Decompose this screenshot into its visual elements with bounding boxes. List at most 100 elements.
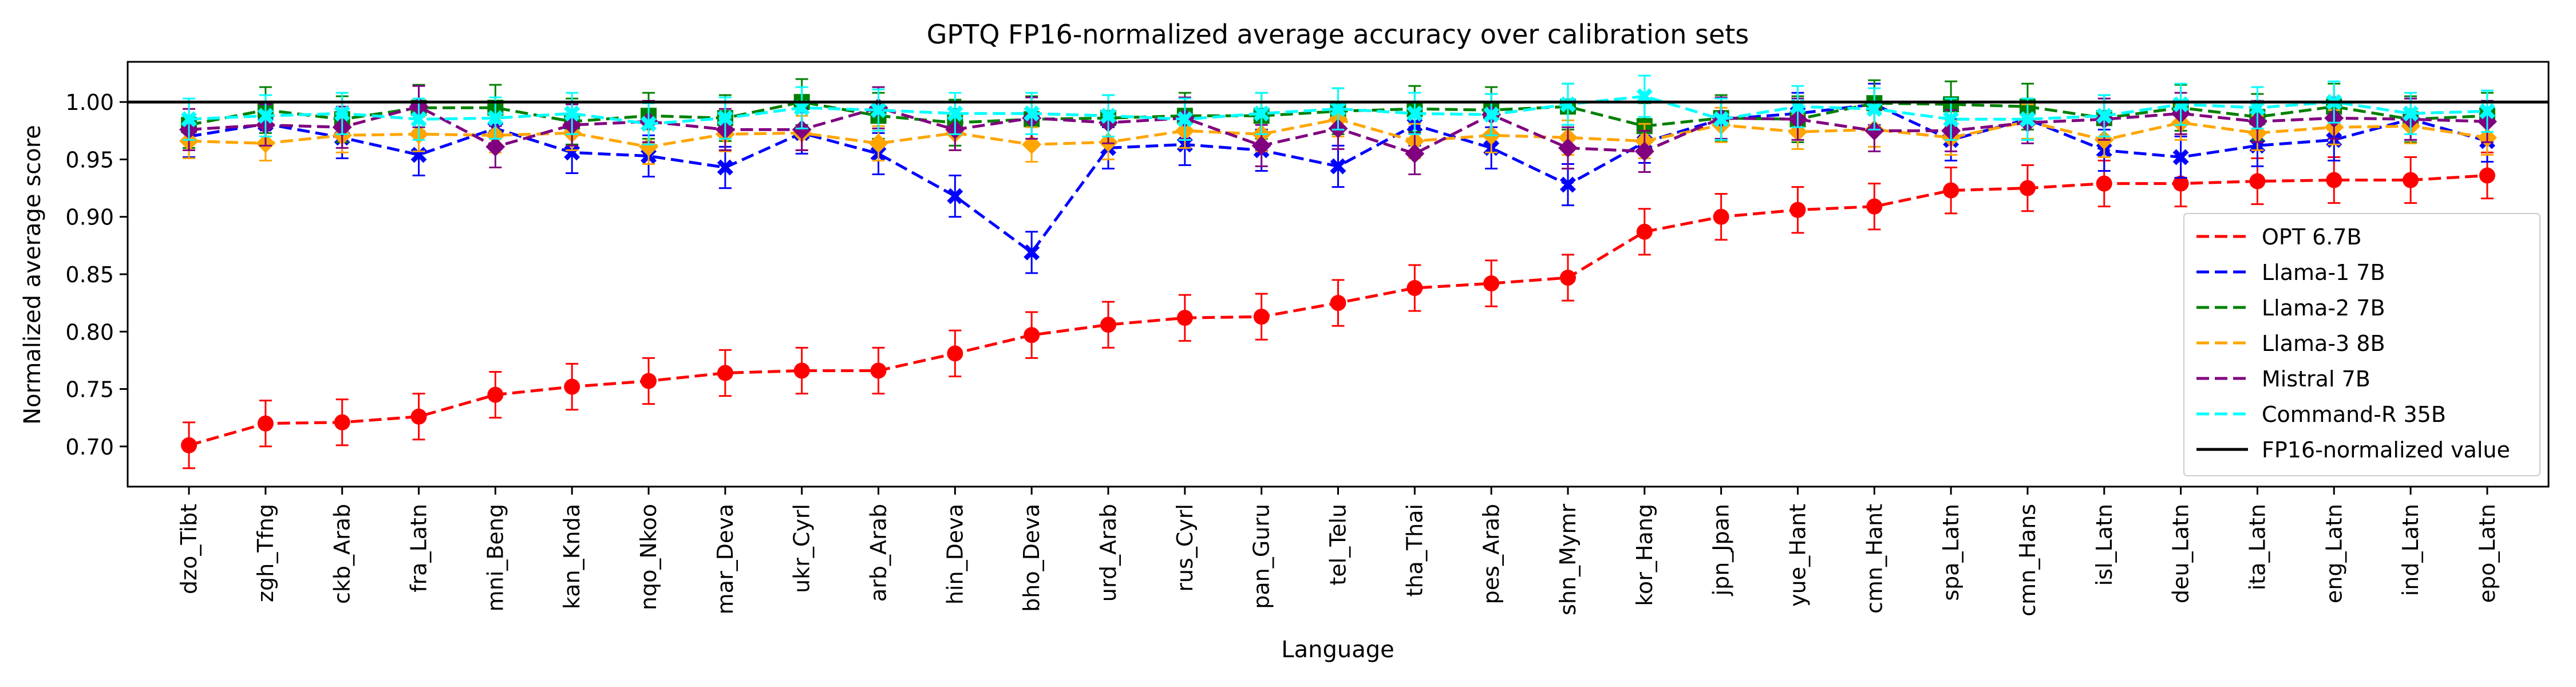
x-axis-label: Language (1281, 637, 1394, 663)
data-point (1943, 182, 1959, 199)
data-point (410, 408, 427, 425)
data-point (1176, 111, 1193, 128)
data-point (870, 362, 887, 379)
data-point (792, 120, 812, 140)
x-tick-label: arb_Arab (866, 504, 891, 602)
x-tick-label: pes_Arab (1479, 504, 1504, 604)
data-point (1024, 105, 1040, 122)
x-tick-label: mar_Deva (713, 504, 738, 614)
x-tick-label: kan_Knda (559, 504, 584, 609)
x-tick-label: tel_Telu (1326, 504, 1351, 586)
x-tick-label: dzo_Tibt (176, 504, 202, 594)
x-tick-label: rus_Cyrl (1172, 504, 1198, 592)
data-point (2019, 180, 2036, 196)
data-point (717, 365, 733, 381)
data-point (1406, 105, 1423, 122)
data-point (257, 108, 274, 124)
legend: OPT 6.7B Llama-1 7B Llama-2 7B Llama-3 8B Mi… (2183, 213, 2541, 476)
data-point (1176, 310, 1193, 326)
data-point (1330, 101, 1346, 117)
data-point (485, 137, 505, 157)
x-tick-label: nqo_Nkoo (636, 504, 661, 610)
data-point (1866, 198, 1883, 215)
x-tick-label: pan_Guru (1249, 504, 1274, 609)
data-point (1636, 223, 1653, 240)
data-point (2403, 172, 2419, 188)
data-point (1559, 96, 1576, 113)
x-tick-label: ind_Latn (2398, 504, 2423, 596)
x-tick-label: mni_Beng (483, 504, 508, 611)
x-tick-label: yue_Hant (1785, 504, 1810, 607)
y-tick-label: 0.70 (65, 435, 114, 460)
data-point (2249, 100, 2266, 116)
data-point (1559, 176, 1576, 193)
data-point (947, 345, 963, 362)
data-point (1024, 244, 1040, 260)
x-tick-label: isl_Latn (2092, 504, 2117, 586)
x-tick-label: hin_Deva (942, 504, 967, 605)
legend-box (2183, 213, 2541, 476)
data-point (1251, 136, 1271, 156)
data-point (2326, 172, 2342, 188)
data-point (2172, 96, 2189, 113)
data-point (1406, 280, 1423, 297)
data-point (1789, 202, 1806, 218)
data-point (868, 133, 888, 153)
data-point (2172, 175, 2189, 192)
x-tick-label: epo_Latn (2475, 504, 2500, 603)
data-point (334, 414, 350, 431)
data-point (1866, 101, 1883, 117)
legend-label: Llama-3 8B (2262, 331, 2385, 356)
data-point (1483, 275, 1500, 292)
data-point (717, 159, 733, 176)
x-tick-label: urd_Arab (1096, 504, 1121, 602)
data-point (334, 105, 350, 122)
data-point (1483, 106, 1500, 123)
data-point (1636, 88, 1653, 105)
data-point (181, 111, 197, 128)
y-tick-label: 0.80 (65, 319, 114, 345)
legend-label: Llama-1 7B (2262, 260, 2385, 285)
y-tick-label: 0.90 (65, 205, 114, 230)
data-point (2172, 149, 2189, 165)
data-point (641, 373, 657, 389)
data-point (1024, 327, 1040, 344)
x-tick-label: shn_Mymr (1555, 504, 1581, 615)
y-ticks: 0.70 0.75 0.80 0.85 0.90 0.95 1.00 (65, 90, 128, 460)
x-tick-label: cmn_Hant (1862, 504, 1887, 614)
data-point (1405, 144, 1425, 164)
data-point (947, 188, 963, 204)
legend-label: Command-R 35B (2262, 402, 2446, 427)
x-tick-label: spa_Latn (1938, 504, 1963, 601)
data-point (1634, 141, 1654, 161)
series-group (181, 151, 2495, 469)
y-axis-label: Normalized average score (19, 125, 46, 425)
x-tick-label: ita_Latn (2245, 504, 2270, 590)
x-tick-label: deu_Latn (2168, 504, 2194, 603)
x-tick-label: ckb_Arab (330, 504, 355, 604)
y-tick-label: 0.75 (65, 377, 114, 402)
legend-label: Mistral 7B (2262, 366, 2370, 392)
x-tick-label: jpn_Jpan (1709, 504, 1734, 596)
data-point (2019, 111, 2036, 128)
chart-title: GPTQ FP16-normalized average accuracy ov… (927, 19, 1749, 50)
data-point (793, 100, 810, 116)
legend-label: FP16-normalized value (2262, 437, 2510, 463)
data-point (410, 111, 427, 128)
x-tick-label: eng_Latn (2321, 504, 2346, 603)
data-point (793, 362, 810, 379)
data-point (2403, 105, 2419, 122)
data-point (717, 110, 733, 127)
data-point (1253, 105, 1270, 122)
series-group (181, 74, 2495, 145)
data-point (870, 102, 887, 119)
data-point (564, 378, 580, 395)
data-point (1100, 317, 1117, 333)
plot-area-frame (127, 61, 2550, 488)
data-point (2479, 167, 2495, 184)
x-tick-label: zgh_Tfng (253, 504, 278, 602)
x-tick-label: fra_Latn (406, 504, 432, 593)
data-point (1713, 208, 1729, 225)
x-tick-label: bho_Deva (1019, 504, 1044, 612)
